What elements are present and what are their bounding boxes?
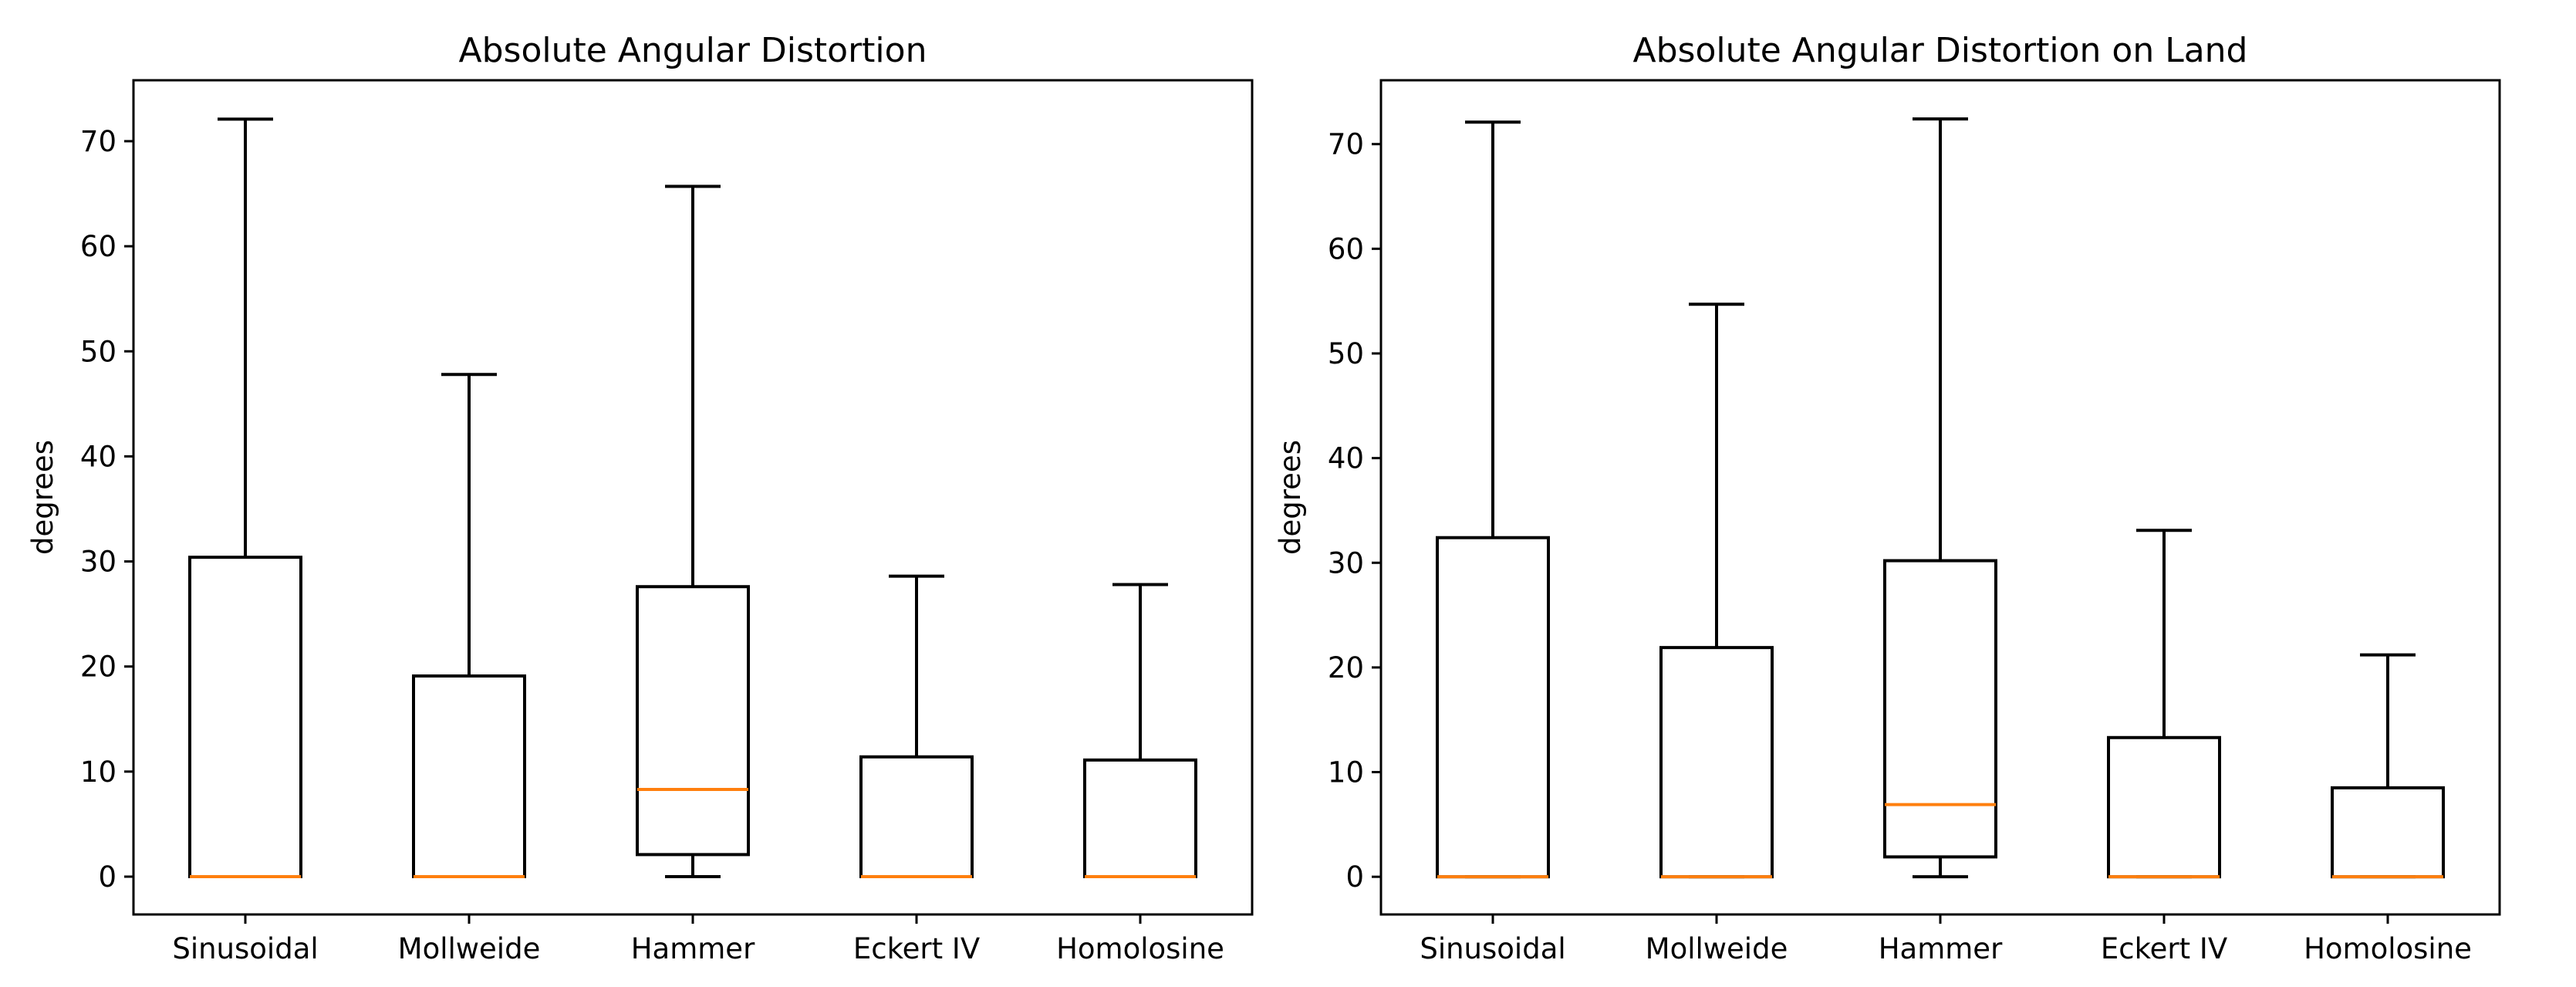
y-tick-label: 0 xyxy=(98,860,116,894)
box-sinusoidal xyxy=(188,117,302,878)
y-tick-label: 70 xyxy=(80,125,116,158)
iqr-box xyxy=(2107,735,2221,879)
x-tick-label: Homolosine xyxy=(2304,932,2472,965)
box-eckert-iv xyxy=(859,574,974,878)
iqr-box xyxy=(1883,559,1997,859)
y-tick-label: 60 xyxy=(1328,232,1364,265)
chart-panel-right: Absolute Angular Distortion on Land degre… xyxy=(1274,31,2501,965)
x-tick-label: Sinusoidal xyxy=(172,932,318,965)
box-homolosine xyxy=(2331,653,2445,879)
box-hammer xyxy=(636,184,750,878)
chart-title: Absolute Angular Distortion xyxy=(459,31,927,70)
y-tick-label: 50 xyxy=(80,335,116,368)
y-tick-label: 70 xyxy=(1328,128,1364,161)
y-tick-label: 30 xyxy=(80,546,116,579)
axes-frame xyxy=(1379,79,2501,916)
y-tick-label: 10 xyxy=(80,755,116,789)
iqr-box xyxy=(859,755,974,878)
box-sinusoidal xyxy=(1436,120,1550,879)
y-tick-label: 30 xyxy=(1328,546,1364,580)
iqr-box xyxy=(412,674,526,878)
box-homolosine xyxy=(1083,583,1197,878)
chart-title: Absolute Angular Distortion on Land xyxy=(1632,31,2247,70)
box-mollweide xyxy=(1659,303,1774,879)
y-axis-label: degrees xyxy=(1274,440,1307,555)
y-tick-label: 40 xyxy=(80,440,116,473)
y-tick-label: 50 xyxy=(1328,337,1364,370)
x-tick-label: Hammer xyxy=(1879,932,2003,965)
axes-frame xyxy=(132,79,1254,916)
y-tick-label: 0 xyxy=(1345,860,1364,894)
y-tick-label: 40 xyxy=(1328,442,1364,475)
iqr-box xyxy=(636,585,750,857)
iqr-box xyxy=(1083,758,1197,878)
x-tick-label: Homolosine xyxy=(1056,932,1224,965)
x-tick-label: Eckert IV xyxy=(2101,932,2227,965)
iqr-box xyxy=(2331,786,2445,879)
x-tick-label: Eckert IV xyxy=(853,932,980,965)
x-tick-label: Hammer xyxy=(631,932,755,965)
box-mollweide xyxy=(412,373,526,878)
box-eckert-iv xyxy=(2107,529,2221,879)
chart-panel-left: Absolute Angular Distortion degrees 0 10 20 3… xyxy=(26,31,1254,965)
y-tick-label: 20 xyxy=(1328,651,1364,684)
x-tick-label: Mollweide xyxy=(398,932,541,965)
y-tick-label: 20 xyxy=(80,651,116,684)
iqr-box xyxy=(1436,536,1550,879)
y-tick-label: 10 xyxy=(1328,756,1364,789)
y-tick-label: 60 xyxy=(80,230,116,263)
x-tick-label: Mollweide xyxy=(1646,932,1788,965)
x-tick-label: Sinusoidal xyxy=(1420,932,1565,965)
box-hammer xyxy=(1883,117,1997,879)
y-axis-label: degrees xyxy=(26,440,59,555)
iqr-box xyxy=(188,556,302,878)
iqr-box xyxy=(1659,646,1774,879)
